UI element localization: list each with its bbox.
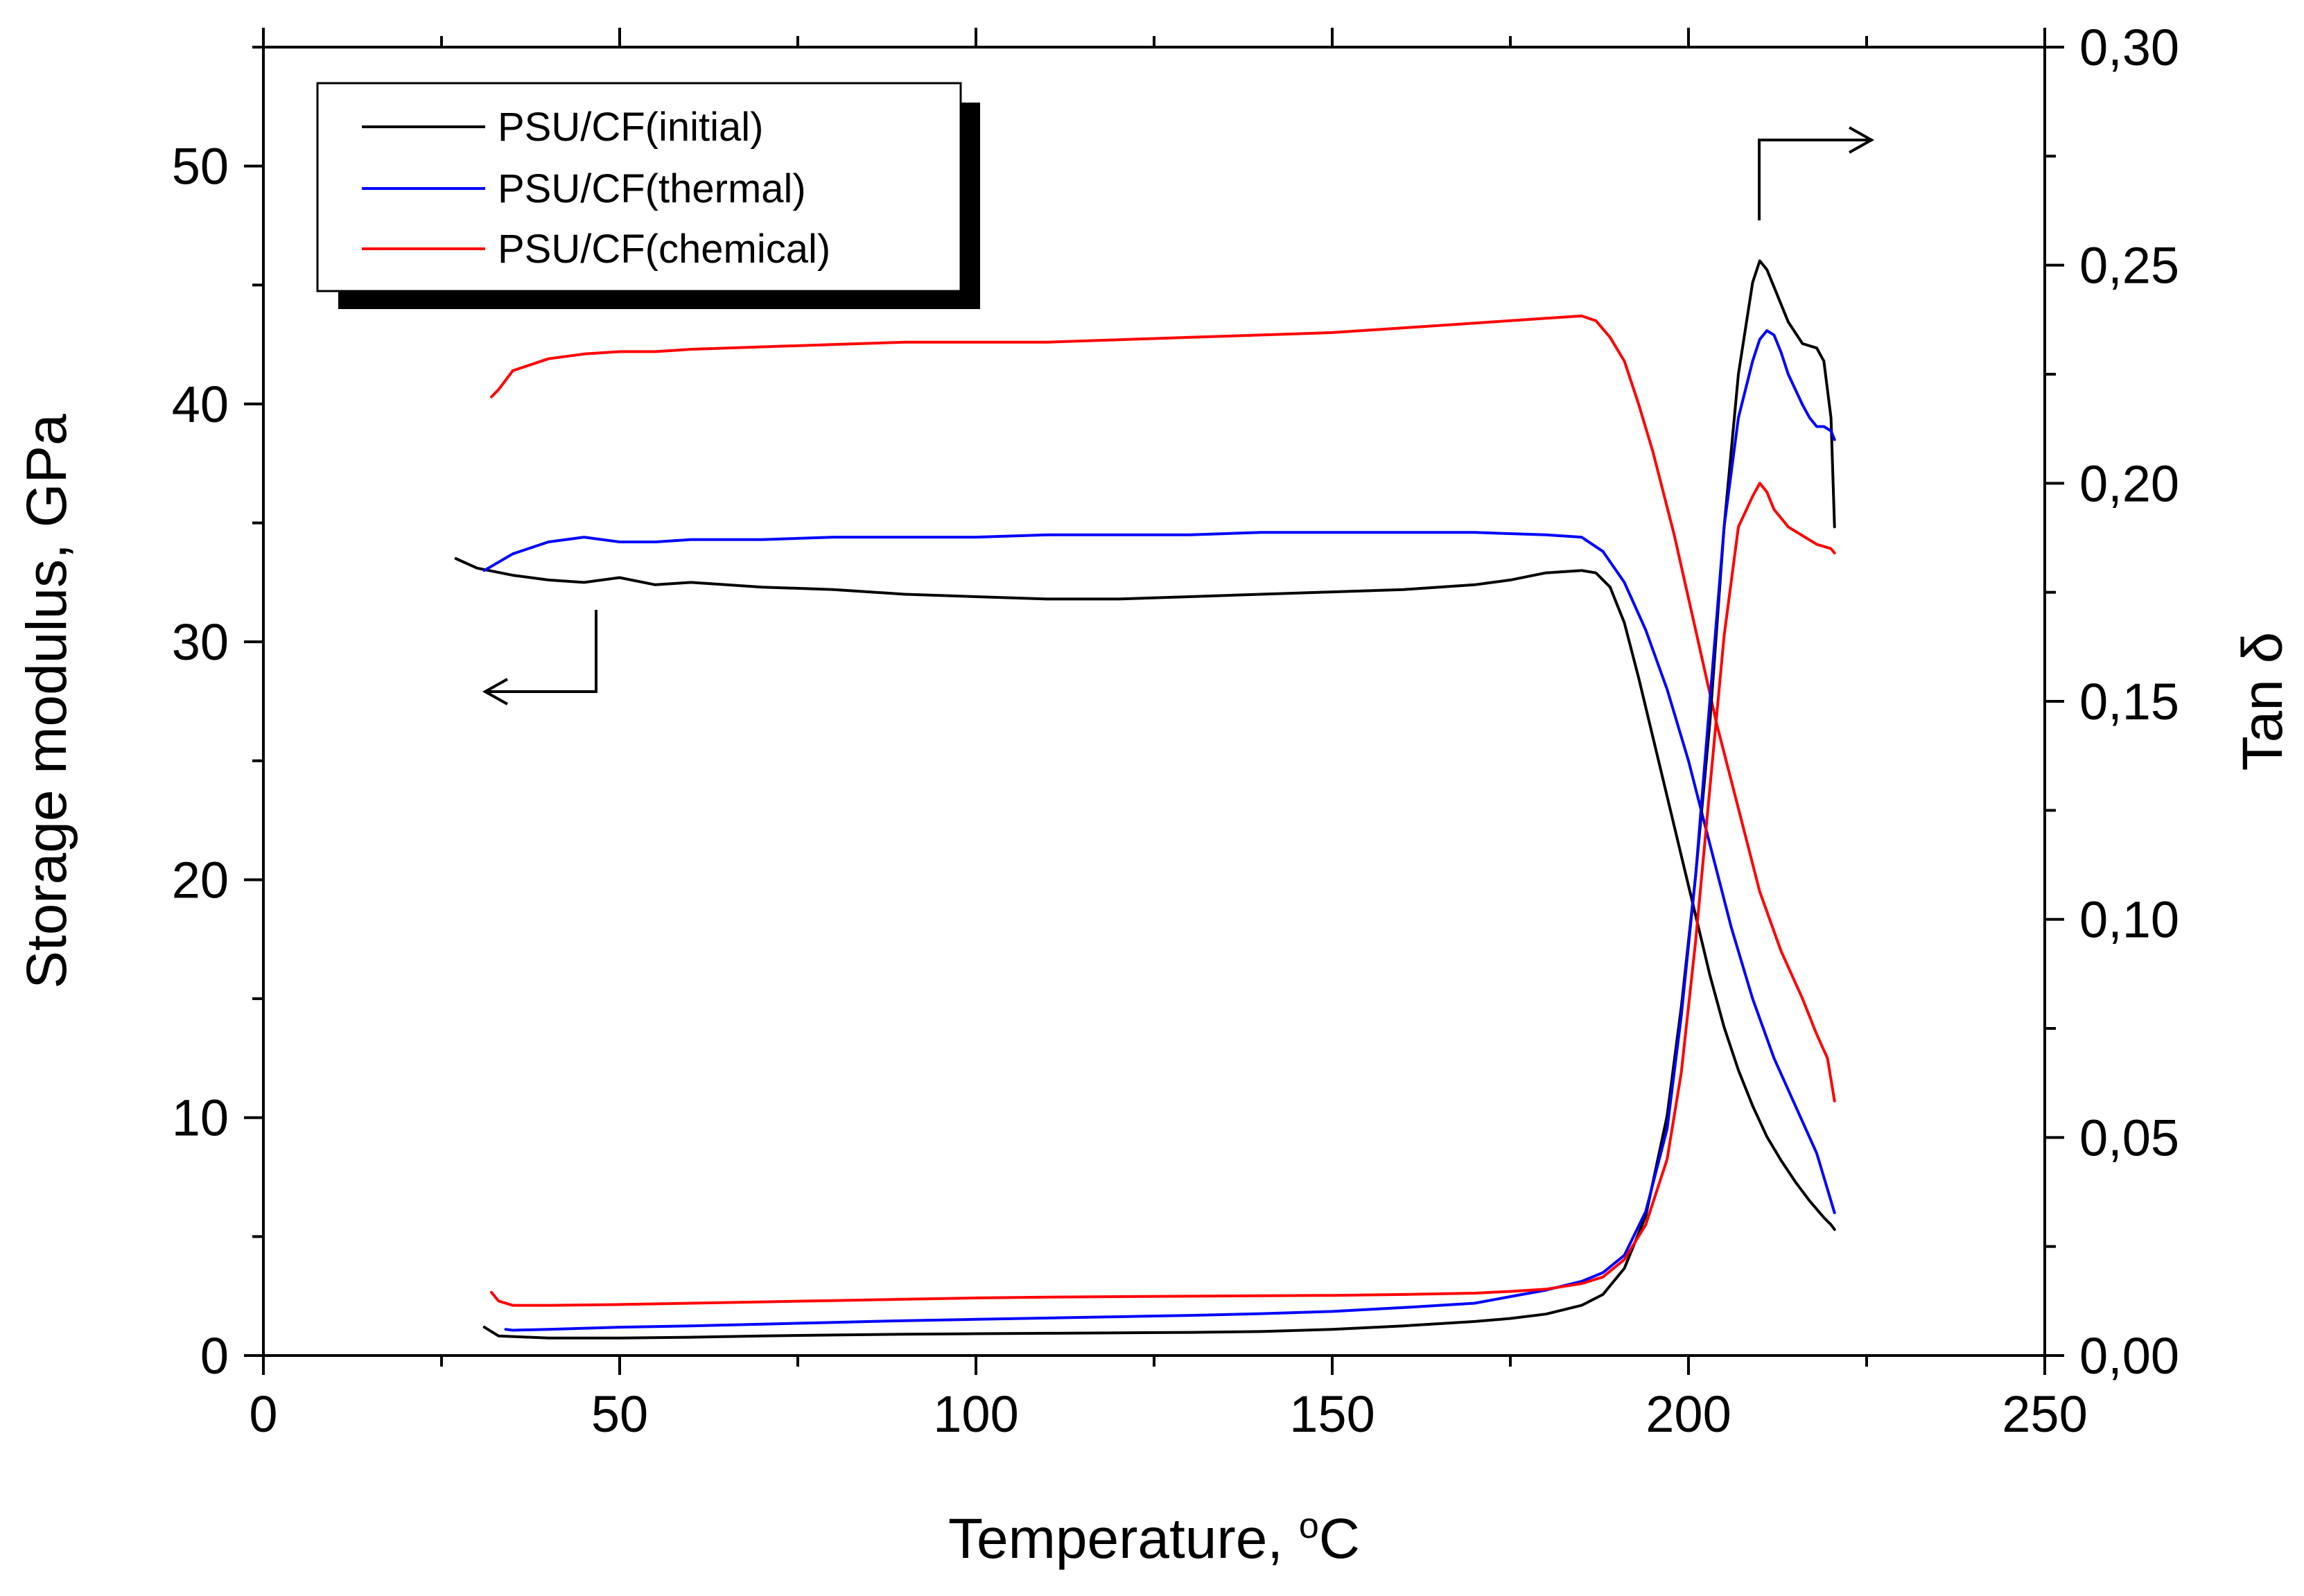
series-line-chemical-storage-modulus	[490, 314, 1836, 1103]
series-line-initial-tan-delta	[482, 259, 1836, 1340]
x-axis-unit-superscript: o	[1299, 1506, 1319, 1546]
y2-tick-label: 0,00	[2079, 1327, 2179, 1385]
legend: PSU/CF(initial) PSU/CF(thermal) PSU/CF(c…	[316, 82, 980, 309]
y2-axis-title: Tan δ	[2231, 632, 2294, 771]
series-line-thermal-storage-modulus	[482, 531, 1836, 1214]
series-layer	[454, 259, 1836, 1340]
legend-entry-chemical: PSU/CF(chemical)	[362, 227, 830, 272]
y2-tick-label: 0,15	[2079, 673, 2179, 730]
series-line-initial-storage-modulus	[454, 557, 1836, 1231]
y2-tick-label: 0,30	[2079, 19, 2179, 76]
right-axis-arrow-head	[1849, 126, 1875, 154]
x-tick-label: 100	[933, 1385, 1018, 1443]
right-axis-arrow-shaft	[1758, 139, 1871, 220]
x-tick-label: 50	[591, 1385, 648, 1443]
y2-tick-label: 0,20	[2079, 455, 2179, 512]
y-tick-label: 50	[172, 138, 229, 195]
legend-label-chemical: PSU/CF(chemical)	[498, 227, 830, 272]
y-tick-label: 10	[172, 1089, 229, 1147]
legend-entry-initial: PSU/CF(initial)	[362, 105, 764, 150]
y2-tick-label: 0,25	[2079, 237, 2179, 295]
x-axis-title-text: Temperature,	[948, 1507, 1299, 1570]
y2-tick-label: 0,10	[2079, 891, 2179, 949]
x-tick-label: 200	[1646, 1385, 1731, 1443]
x-tick-label: 150	[1289, 1385, 1374, 1443]
svg-text:Temperature, oC: Temperature, oC	[948, 1506, 1360, 1570]
right-axis-arrow	[1758, 126, 1875, 220]
legend-label-initial: PSU/CF(initial)	[498, 105, 764, 150]
left-axis-arrow-shaft	[485, 610, 597, 693]
x-tick-label: 250	[2002, 1385, 2087, 1443]
legend-label-thermal: PSU/CF(thermal)	[498, 166, 806, 211]
series-line-thermal-tan-delta	[504, 329, 1836, 1332]
y-tick-label: 20	[172, 851, 229, 909]
x-tick-label: 0	[249, 1385, 277, 1443]
y-tick-label: 0	[200, 1327, 229, 1385]
y2-tick-label: 0,05	[2079, 1109, 2179, 1166]
y-tick-label: 30	[172, 613, 229, 671]
axis-ticks: 0 50 100 150 200 250 0 10 20 30 40 50 0,00 0,05 0,10 0,…	[172, 19, 2179, 1443]
left-axis-arrow	[482, 610, 597, 705]
x-axis-unit: C	[1319, 1507, 1360, 1570]
x-axis-title: Temperature, oC	[948, 1506, 1360, 1570]
legend-entry-thermal: PSU/CF(thermal)	[362, 166, 806, 211]
left-axis-arrow-head	[482, 678, 508, 705]
series-line-chemical-tan-delta	[490, 482, 1836, 1307]
y-tick-label: 40	[172, 376, 229, 433]
y-axis-title: Storage modulus, GPa	[15, 414, 78, 989]
